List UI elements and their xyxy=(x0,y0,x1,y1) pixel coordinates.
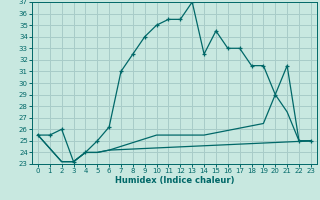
X-axis label: Humidex (Indice chaleur): Humidex (Indice chaleur) xyxy=(115,176,234,185)
